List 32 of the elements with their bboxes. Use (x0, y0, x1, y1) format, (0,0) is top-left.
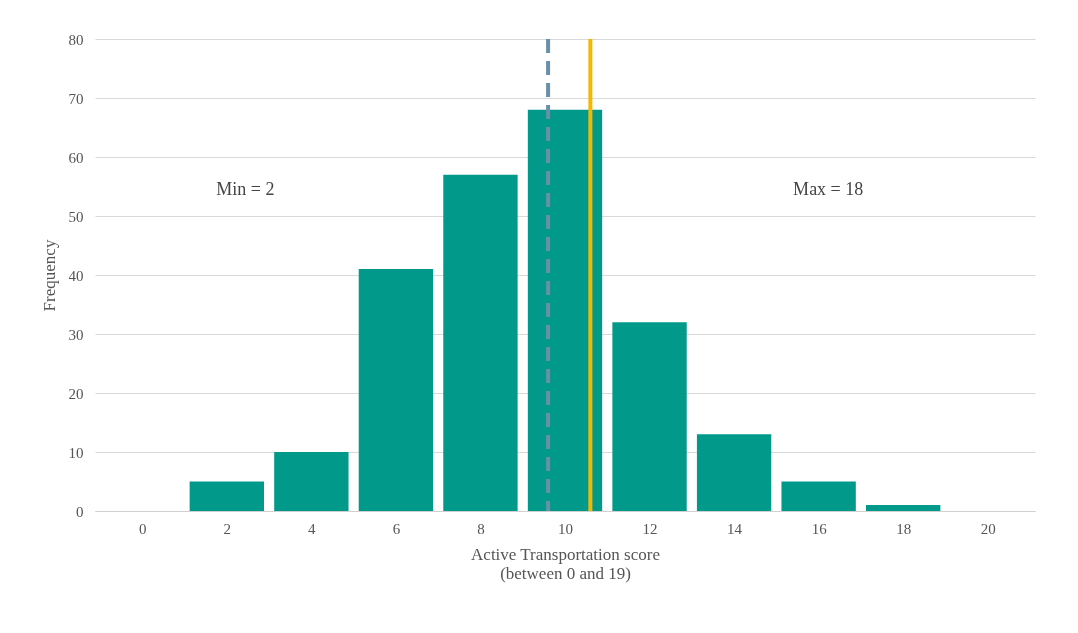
x-axis-title: Active Transportation score (between 0 and 19) (471, 544, 660, 583)
x-tick-label: 18 (896, 520, 912, 537)
bar (612, 322, 687, 511)
bar (696, 434, 772, 511)
x-tick-label: 12 (642, 520, 658, 537)
y-axis-title: Frequency (39, 239, 59, 312)
y-tick-label: 20 (68, 385, 84, 402)
x-tick-label: 2 (223, 520, 232, 537)
y-tick-label: 0 (76, 503, 84, 520)
x-tick-label: 8 (477, 520, 485, 537)
x-tick-label: 6 (392, 520, 401, 537)
x-tick-label: 10 (558, 520, 573, 537)
bar (274, 452, 349, 511)
y-tick-label: 30 (68, 326, 84, 343)
x-tick-label: 16 (811, 520, 828, 537)
x-tick-label: 4 (308, 520, 317, 537)
y-tick-label: 40 (68, 267, 84, 284)
annotation: Min = 2 (216, 179, 275, 200)
y-tick-label: 70 (68, 90, 84, 107)
y-tick-label: 50 (68, 208, 84, 225)
x-tick-label: 0 (139, 520, 147, 537)
bar (358, 269, 434, 511)
x-tick-label: 20 (980, 520, 996, 537)
bar (781, 481, 856, 511)
x-tick-label: 14 (727, 520, 743, 537)
y-tick-label: 80 (68, 31, 84, 48)
annotation: Max = 18 (793, 179, 864, 200)
bar (443, 174, 518, 511)
bar (866, 505, 941, 511)
bar (189, 481, 264, 511)
y-tick-label: 10 (68, 444, 84, 461)
y-tick-label: 60 (68, 149, 84, 166)
